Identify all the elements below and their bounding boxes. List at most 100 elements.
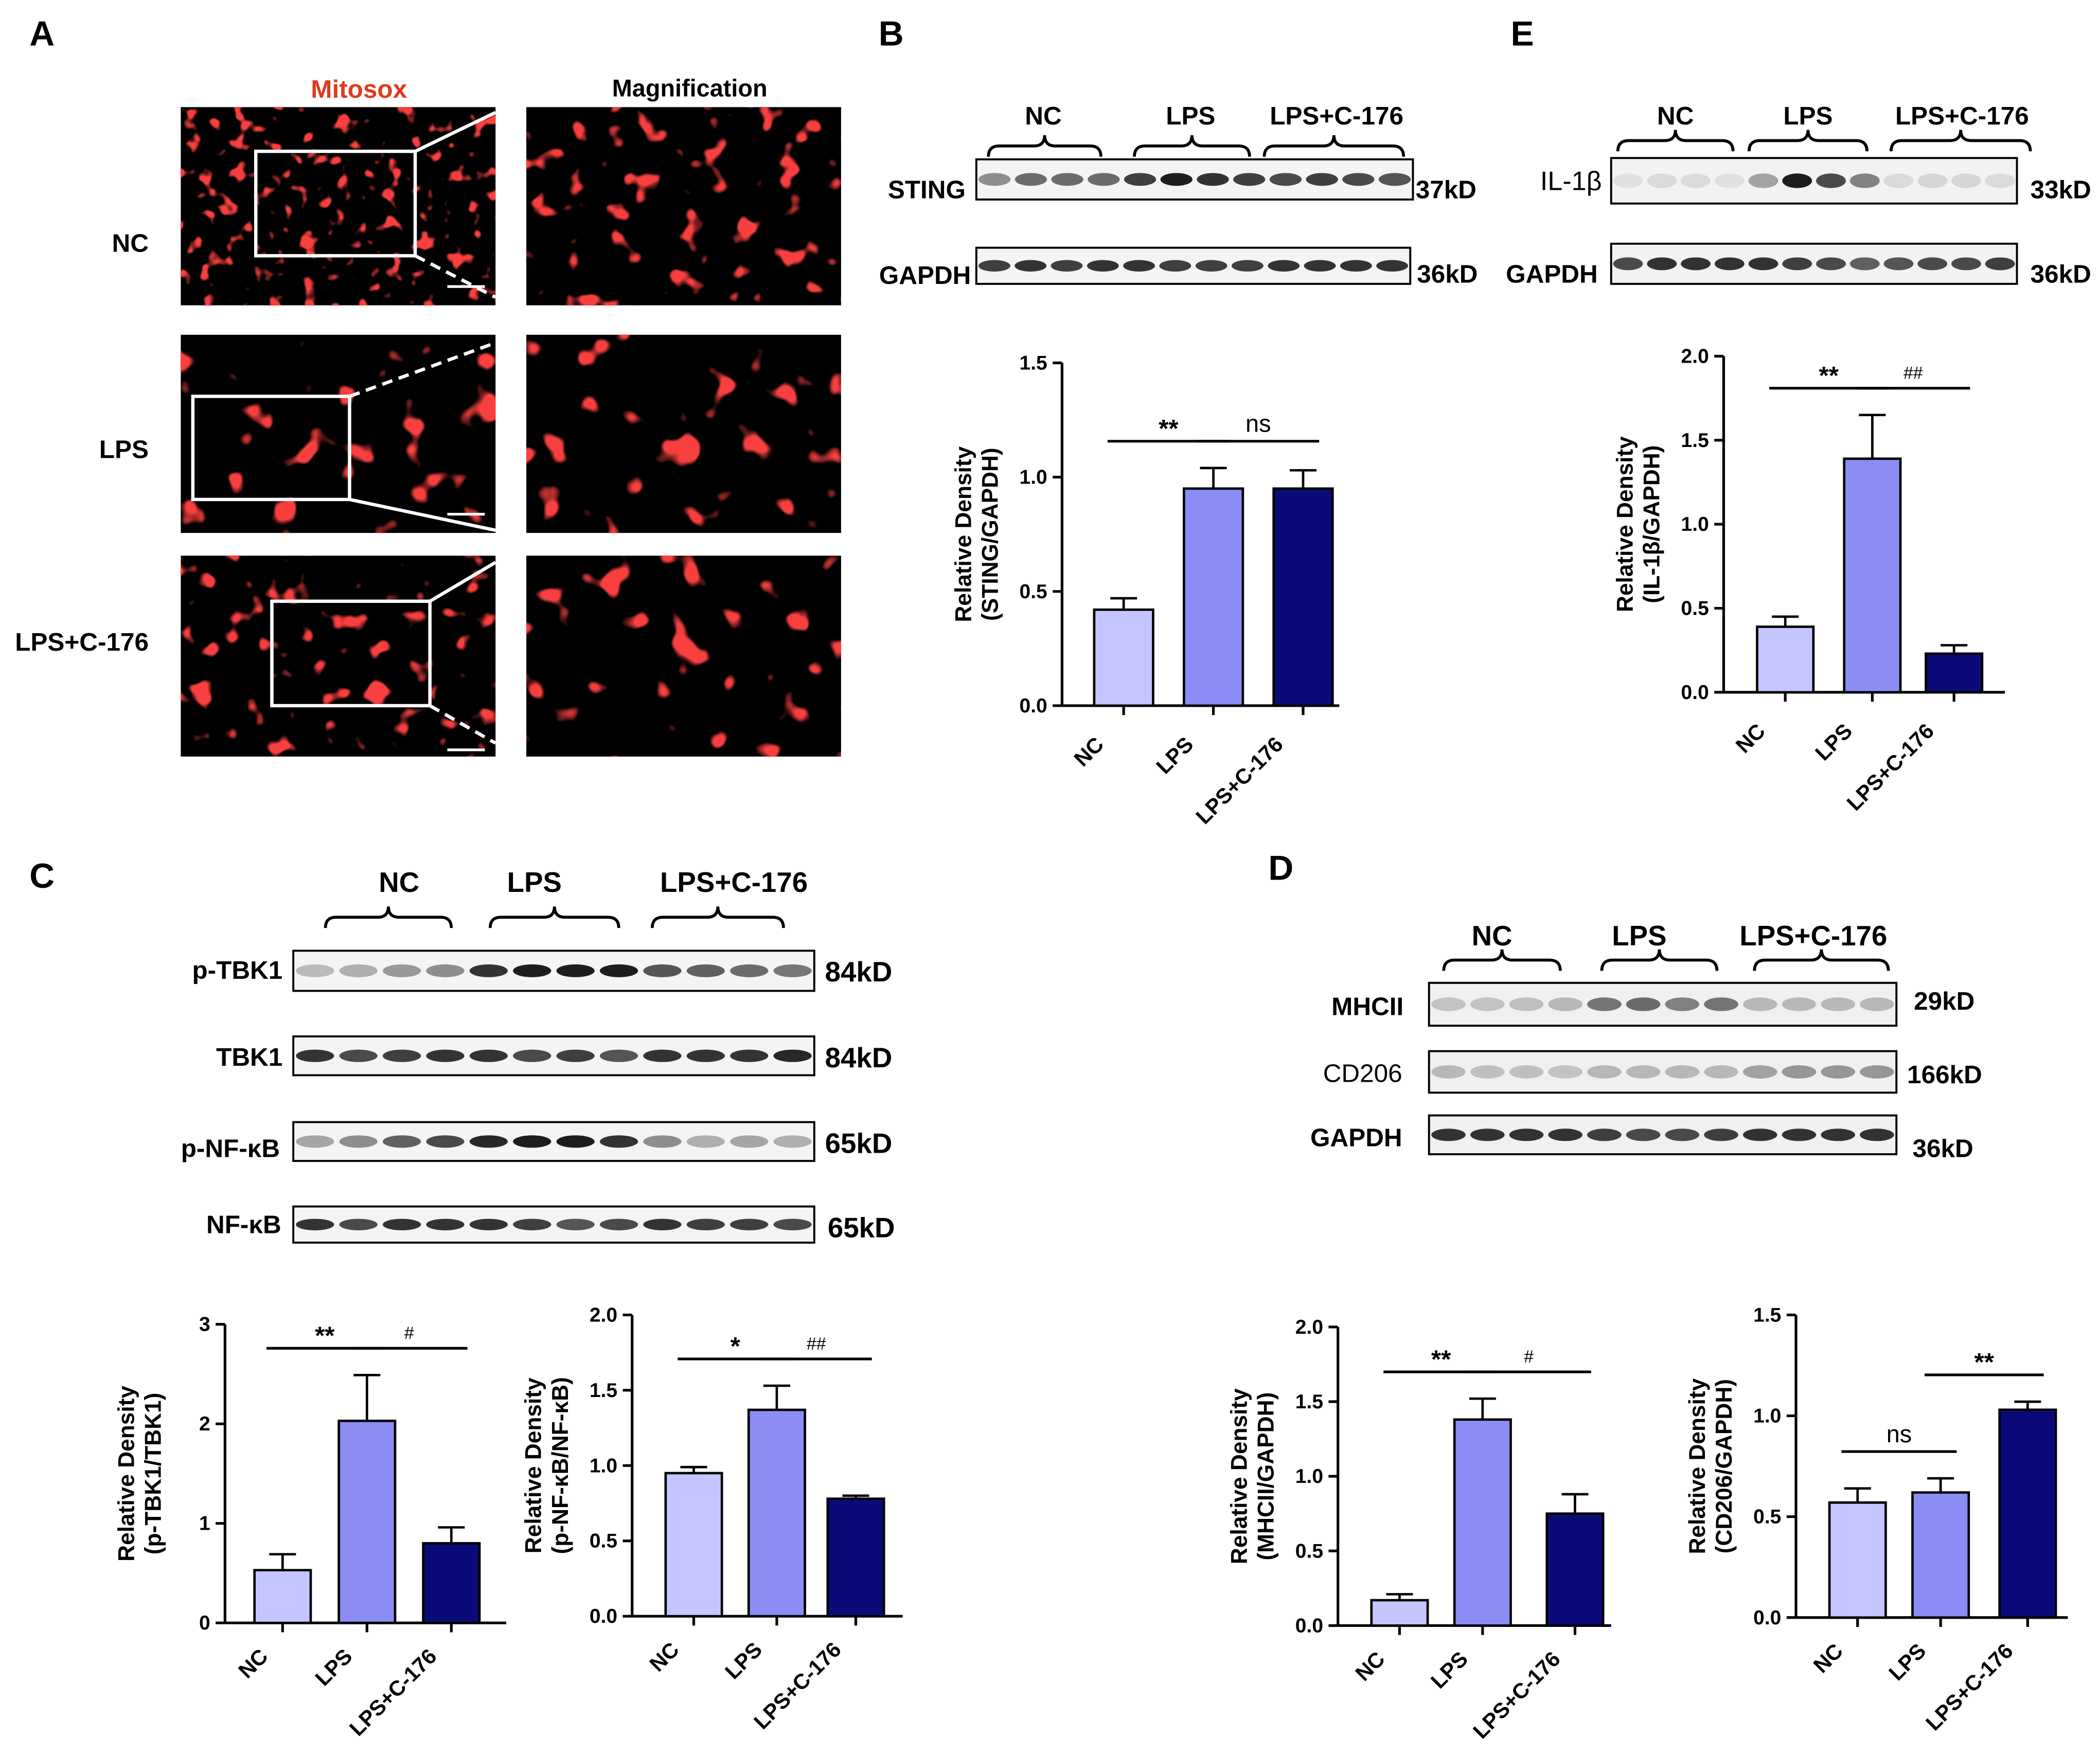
brace-path: [987, 135, 1102, 157]
blot-band: [1704, 997, 1738, 1011]
zoom-box-lps-c176: [270, 599, 432, 708]
blot-band: [643, 1219, 682, 1230]
blot-e-label-il1b: IL-1β: [1540, 167, 1602, 196]
chart-sting: 0.0 0.5 1.0 1.5 Relative Density (STING/GAPDH…: [951, 352, 1340, 829]
blot-band: [426, 1219, 465, 1230]
blot-band: [1087, 260, 1119, 272]
bar: [1545, 1512, 1605, 1627]
y-tick-label: 2.0: [590, 1304, 617, 1326]
category-label: LPS: [1884, 1639, 1930, 1685]
significance-label: #: [404, 1323, 414, 1343]
y-tick-label: 0.5: [1681, 598, 1709, 620]
blot-band: [382, 1135, 421, 1148]
panel-letter-b: B: [879, 15, 904, 53]
blot-band: [1306, 173, 1338, 186]
image-lps-magnified-signal: [526, 334, 841, 533]
blot-band: [1470, 997, 1505, 1011]
blot-band: [599, 964, 638, 977]
blot-band: [1647, 257, 1677, 271]
blot-band: [1665, 997, 1700, 1011]
y-tick-label: 1.0: [590, 1455, 617, 1477]
blot-band: [1647, 173, 1677, 188]
blot-band: [556, 964, 595, 977]
blot-band: [469, 1219, 508, 1230]
blot-band: [339, 1049, 378, 1062]
chart-mhcii: 0.0 0.5 1.0 1.5 2.0 Relative Density (MHCII/GA…: [1227, 1316, 1611, 1743]
brace-path: [324, 906, 453, 928]
blot-band: [1509, 997, 1544, 1011]
brace-path: [1616, 130, 1735, 152]
brace: [488, 906, 620, 928]
y-tick-label: 1.5: [1681, 429, 1709, 452]
category-label: LPS: [720, 1637, 767, 1684]
image-lps-c176-signal: [181, 556, 496, 757]
zoom-line: [349, 497, 496, 532]
category-label: LPS: [1426, 1646, 1472, 1693]
band-row: [1613, 173, 2015, 188]
blot-strip-pnfkb: [292, 1121, 815, 1162]
blot-d: NC LPS LPS+C-176 MHCII CD206 GAPDH 29kD …: [1310, 920, 1982, 1162]
blot-band: [686, 1049, 725, 1062]
blot-band: [1748, 173, 1778, 188]
blot-band: [599, 1049, 638, 1062]
blot-band: [1816, 257, 1846, 271]
category-label: LPS+C-176: [1191, 732, 1288, 829]
blot-band: [773, 964, 812, 977]
blot-e-group-lps-c176: LPS+C-176: [1895, 102, 2029, 130]
blot-band: [1509, 1065, 1544, 1079]
blot-strip-nfkb: [292, 1205, 815, 1244]
chart-il1b: 0.0 0.5 1.0 1.5 2.0 Relative Density (IL-1β/GA…: [1612, 345, 2005, 815]
blot-b-kd-sting: 37kD: [1416, 175, 1476, 204]
category-label: NC: [234, 1644, 273, 1683]
mitosox-column-title: Mitosox: [311, 75, 407, 103]
category-label: NC: [645, 1637, 684, 1676]
blot-band: [730, 1135, 769, 1148]
significance-label: **: [1819, 362, 1839, 390]
panel-letter-c: C: [29, 857, 55, 896]
band-row: [978, 173, 1411, 186]
blot-band: [1379, 173, 1411, 186]
blot-band: [469, 1135, 508, 1148]
bar: [1370, 1599, 1429, 1627]
blot-band: [1342, 173, 1375, 186]
zoom-line-dashed: [414, 254, 496, 299]
y-tick-label: 1.0: [1020, 467, 1047, 489]
row-label-lps-c176: LPS+C-176: [15, 628, 149, 656]
blot-band: [1431, 1129, 1466, 1141]
blot-strip-sting: [975, 158, 1414, 201]
blot-band: [1232, 260, 1263, 272]
blot-band: [1587, 1129, 1622, 1141]
blot-band: [1626, 1129, 1661, 1141]
blot-band: [1548, 1129, 1583, 1141]
zoom-line-dashed: [349, 341, 496, 398]
blot-band: [1340, 260, 1372, 272]
zoom-line-dashed: [429, 704, 496, 745]
blot-e-group-nc: NC: [1657, 102, 1694, 130]
y-tick-label: 0.0: [1295, 1615, 1323, 1637]
blot-band: [1742, 1065, 1777, 1079]
y-axis-label: Relative Density: [1227, 1388, 1252, 1564]
blot-band: [643, 1135, 682, 1148]
bar: [664, 1472, 723, 1618]
y-axis-label: Relative Density: [114, 1386, 139, 1562]
blot-band: [1742, 1129, 1777, 1141]
blot-band: [556, 1219, 595, 1230]
blot-band: [1917, 257, 1948, 271]
category-label: NC: [1350, 1646, 1390, 1686]
y-tick-label: 1: [199, 1513, 210, 1535]
blot-strip-gapdh: [1428, 1114, 1898, 1155]
chart-pnfkb: 0.0 0.5 1.0 1.5 2.0 Relative Density (p-NF-κB/…: [521, 1304, 903, 1734]
blot-band: [1015, 260, 1047, 272]
blot-band: [730, 964, 769, 977]
blot-band: [1665, 1129, 1700, 1141]
band-row: [296, 1219, 812, 1230]
blot-band: [339, 1219, 378, 1230]
blot-e-label-gapdh: GAPDH: [1506, 260, 1598, 288]
blot-b-label-gapdh: GAPDH: [879, 261, 971, 290]
y-tick-label: 0.5: [1020, 581, 1047, 603]
zoom-box-nc: [254, 149, 417, 258]
blot-c-group-lps: LPS: [507, 867, 562, 898]
blot-band: [1985, 173, 2015, 188]
brace-path: [1600, 949, 1719, 971]
